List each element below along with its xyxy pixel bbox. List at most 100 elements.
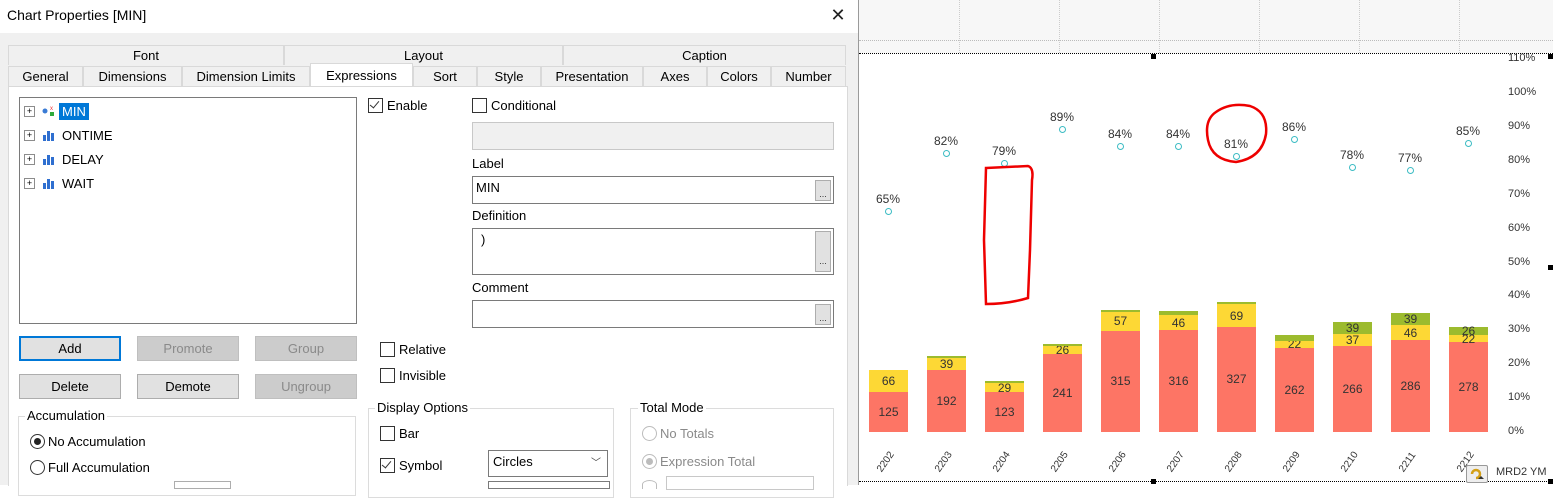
label-ellipsis-button[interactable]: ...: [815, 180, 831, 201]
bar-segment-delay[interactable]: [1449, 335, 1488, 343]
cycle-group-icon[interactable]: [1466, 465, 1488, 483]
bar-segment-wait[interactable]: [1217, 301, 1256, 305]
tree-item-min[interactable]: + x MIN: [24, 101, 89, 121]
resize-handle[interactable]: [1548, 54, 1553, 59]
enable-checkbox[interactable]: Enable: [368, 98, 427, 113]
tab-style[interactable]: Style: [477, 66, 541, 86]
bar-segment-ontime[interactable]: [1449, 342, 1488, 432]
expression-total-radio[interactable]: Expression Total: [642, 454, 755, 469]
circle-symbol[interactable]: [1290, 136, 1298, 144]
bar-segment-wait[interactable]: [1275, 335, 1314, 341]
bar-segment-wait[interactable]: [1333, 321, 1372, 335]
bar-segment-delay[interactable]: [869, 370, 908, 392]
relative-checkbox[interactable]: Relative: [380, 342, 446, 357]
expand-icon[interactable]: +: [24, 153, 35, 165]
tree-item-ontime[interactable]: + ONTIME: [24, 125, 116, 145]
conditional-field[interactable]: [472, 122, 834, 150]
bar-segment-delay[interactable]: [1333, 334, 1372, 347]
tree-item-wait[interactable]: + WAIT: [24, 173, 97, 193]
tab-general[interactable]: General: [8, 66, 83, 86]
add-button[interactable]: Add: [19, 336, 121, 361]
bar-segment-ontime[interactable]: [1333, 346, 1372, 432]
bar-segment-wait[interactable]: [1101, 310, 1140, 313]
circle-symbol[interactable]: [1232, 153, 1240, 161]
tab-layout[interactable]: Layout: [284, 45, 563, 65]
bar-segment-wait[interactable]: [1159, 310, 1198, 316]
bar-segment-ontime[interactable]: [1159, 330, 1198, 432]
promote-button[interactable]: Promote: [137, 336, 239, 361]
expand-icon[interactable]: +: [24, 129, 35, 141]
group-button[interactable]: Group: [255, 336, 357, 361]
full-accumulation-radio[interactable]: Full Accumulation: [30, 460, 150, 475]
tab-dimension-limits[interactable]: Dimension Limits: [182, 66, 310, 86]
resize-handle[interactable]: [1548, 479, 1553, 484]
circle-symbol[interactable]: [1406, 166, 1414, 174]
bar-segment-delay[interactable]: [1043, 346, 1082, 355]
bar-segment-delay[interactable]: [1101, 312, 1140, 331]
accumulation-steps-field[interactable]: [174, 481, 231, 489]
conditional-checkbox[interactable]: Conditional: [472, 98, 556, 113]
bar-segment-ontime[interactable]: [1275, 347, 1314, 432]
bar-segment-wait[interactable]: [1043, 344, 1082, 347]
circle-symbol[interactable]: [884, 207, 892, 215]
invisible-checkbox[interactable]: Invisible: [380, 368, 446, 383]
close-icon[interactable]: ✕: [830, 5, 846, 25]
resize-handle[interactable]: [1548, 265, 1553, 270]
bar-segment-delay[interactable]: [1275, 340, 1314, 348]
circle-symbol[interactable]: [1116, 143, 1124, 151]
radio-indicator: [30, 434, 45, 449]
expand-icon[interactable]: +: [24, 105, 35, 117]
tree-item-delay[interactable]: + DELAY: [24, 149, 107, 169]
bar-segment-delay[interactable]: [1217, 304, 1256, 327]
circle-symbol[interactable]: [942, 150, 950, 158]
bar-checkbox[interactable]: Bar: [380, 426, 419, 441]
symbol-checkbox[interactable]: Symbol: [380, 458, 442, 473]
bar-segment-ontime[interactable]: [1217, 326, 1256, 432]
tab-font[interactable]: Font: [8, 45, 284, 65]
tab-caption[interactable]: Caption: [563, 45, 846, 65]
bar-segment-ontime[interactable]: [1101, 330, 1140, 432]
no-totals-radio[interactable]: No Totals: [642, 426, 714, 441]
resize-handle[interactable]: [1151, 479, 1156, 484]
bar-segment-ontime[interactable]: [985, 392, 1024, 432]
definition-field[interactable]: ) ...: [472, 228, 834, 275]
bar-segment-wait[interactable]: [1449, 327, 1488, 336]
bar-segment-ontime[interactable]: [869, 391, 908, 432]
tab-axes[interactable]: Axes: [643, 66, 707, 86]
bar-segment-wait[interactable]: [927, 355, 966, 358]
aggregation-select[interactable]: [666, 476, 814, 490]
comment-field[interactable]: ...: [472, 300, 834, 328]
circle-symbol[interactable]: [1464, 139, 1472, 147]
tab-colors[interactable]: Colors: [707, 66, 771, 86]
bar-segment-ontime[interactable]: [927, 370, 966, 432]
definition-ellipsis-button[interactable]: ...: [815, 231, 831, 272]
symbol-style-select[interactable]: Circles ﹀: [488, 450, 608, 477]
line-style-select[interactable]: [488, 481, 610, 489]
bar-segment-ontime[interactable]: [1391, 339, 1430, 432]
no-accumulation-radio[interactable]: No Accumulation: [30, 434, 146, 449]
demote-button[interactable]: Demote: [137, 374, 239, 399]
tab-presentation[interactable]: Presentation: [541, 66, 643, 86]
bar-segment-wait[interactable]: [1391, 312, 1430, 326]
bar-segment-delay[interactable]: [1391, 325, 1430, 340]
bar-segment-delay[interactable]: [985, 383, 1024, 393]
bar-segment-wait[interactable]: [985, 381, 1024, 384]
circle-symbol[interactable]: [1058, 126, 1066, 134]
expression-tree[interactable]: + x MIN + ONTIME + DELAY + WAIT: [19, 97, 357, 324]
circle-symbol[interactable]: [1348, 163, 1356, 171]
comment-ellipsis-button[interactable]: ...: [815, 304, 831, 325]
tab-dimensions[interactable]: Dimensions: [83, 66, 182, 86]
bar-segment-delay[interactable]: [927, 357, 966, 371]
resize-handle[interactable]: [1151, 54, 1156, 59]
tab-expressions[interactable]: Expressions: [310, 63, 413, 87]
bar-segment-ontime[interactable]: [1043, 354, 1082, 432]
bar-value-label: 22: [1287, 337, 1302, 352]
tab-number[interactable]: Number: [771, 66, 846, 86]
delete-button[interactable]: Delete: [19, 374, 121, 399]
circle-symbol[interactable]: [1174, 143, 1182, 151]
label-field[interactable]: MIN ...: [472, 176, 834, 204]
tab-sort[interactable]: Sort: [413, 66, 477, 86]
ungroup-button[interactable]: Ungroup: [255, 374, 357, 399]
bar-segment-delay[interactable]: [1159, 315, 1198, 331]
expand-icon[interactable]: +: [24, 177, 35, 189]
